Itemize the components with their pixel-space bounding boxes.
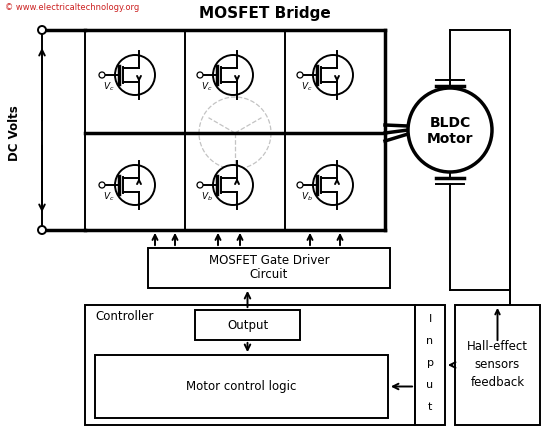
Bar [148, 248, 390, 288]
Circle shape [197, 72, 203, 78]
Text: $V_b$: $V_b$ [301, 191, 313, 203]
Circle shape [213, 165, 253, 205]
Circle shape [115, 55, 155, 95]
Circle shape [99, 72, 105, 78]
Text: $V_c$: $V_c$ [301, 81, 313, 93]
Text: MOSFET Bridge: MOSFET Bridge [199, 6, 331, 21]
Text: Controller: Controller [95, 310, 154, 324]
Text: $V_c$: $V_c$ [103, 191, 115, 203]
Circle shape [313, 55, 353, 95]
Circle shape [213, 55, 253, 95]
Circle shape [297, 182, 303, 188]
Bar [415, 305, 445, 425]
Text: MOSFET Gate Driver: MOSFET Gate Driver [209, 253, 329, 267]
Circle shape [313, 165, 353, 205]
Text: $V_c$: $V_c$ [201, 81, 213, 93]
Text: t: t [428, 402, 432, 412]
Circle shape [297, 72, 303, 78]
Text: Motor: Motor [427, 132, 473, 146]
Circle shape [99, 182, 105, 188]
Text: Output: Output [227, 318, 268, 332]
Bar [95, 355, 388, 418]
Text: © www.electricaltechnology.org: © www.electricaltechnology.org [5, 3, 140, 12]
Circle shape [38, 226, 46, 234]
Text: $V_b$: $V_b$ [201, 191, 213, 203]
Text: u: u [426, 380, 434, 390]
Text: BLDC: BLDC [429, 116, 471, 130]
Text: I: I [428, 314, 432, 324]
Text: Hall-effect: Hall-effect [467, 341, 528, 354]
Text: Circuit: Circuit [250, 268, 288, 280]
Circle shape [197, 182, 203, 188]
Bar [195, 310, 300, 340]
Text: n: n [426, 336, 434, 346]
Text: Motor control logic: Motor control logic [186, 380, 296, 393]
Text: feedback: feedback [470, 377, 524, 389]
Text: sensors: sensors [475, 359, 520, 372]
Circle shape [38, 26, 46, 34]
Text: DC Volts: DC Volts [8, 105, 21, 161]
Bar [85, 305, 415, 425]
Bar [455, 305, 540, 425]
Circle shape [408, 88, 492, 172]
Text: $V_c$: $V_c$ [103, 81, 115, 93]
Text: p: p [427, 358, 433, 368]
Circle shape [115, 165, 155, 205]
